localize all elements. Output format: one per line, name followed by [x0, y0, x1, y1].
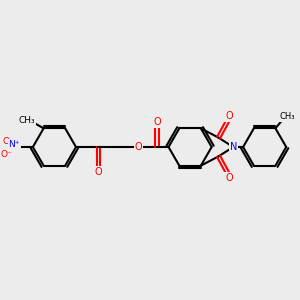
Text: CH₃: CH₃ [18, 116, 35, 125]
Text: N: N [230, 142, 237, 152]
Text: O⁻: O⁻ [1, 150, 12, 159]
Text: O: O [153, 117, 161, 128]
Text: O: O [225, 111, 233, 121]
Text: O: O [225, 173, 233, 183]
Text: O: O [3, 137, 10, 146]
Text: O: O [135, 142, 142, 152]
Text: N⁺: N⁺ [8, 140, 20, 149]
Text: O: O [94, 167, 102, 177]
Text: CH₃: CH₃ [280, 112, 295, 121]
